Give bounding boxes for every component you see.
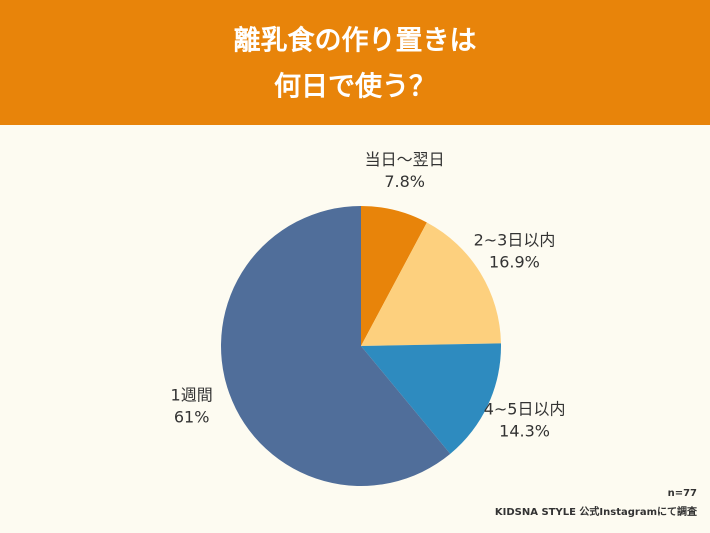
pie-slice xyxy=(361,222,501,346)
slice-label: 4~5日以内 xyxy=(484,400,566,419)
sample-size: n=77 xyxy=(668,488,697,499)
value-label: 61% xyxy=(174,407,210,426)
slice-label: 当日〜翌日 xyxy=(365,150,445,169)
value-label: 14.3% xyxy=(499,422,550,441)
value-label: 7.8% xyxy=(384,172,425,191)
slice-label: 2~3日以内 xyxy=(474,230,556,249)
source-note: KIDSNA STYLE 公式Instagramにて調査 xyxy=(495,505,698,518)
value-label: 16.9% xyxy=(489,252,540,271)
chart-title: 何日で使う？ xyxy=(274,72,436,103)
pie-slice xyxy=(361,206,427,346)
pie-slice xyxy=(361,343,501,454)
pie-slice xyxy=(221,206,451,486)
chart-title: 離乳食の作り置きは xyxy=(234,25,477,57)
slice-label: 1週間 xyxy=(171,385,213,404)
header-band xyxy=(0,0,710,125)
